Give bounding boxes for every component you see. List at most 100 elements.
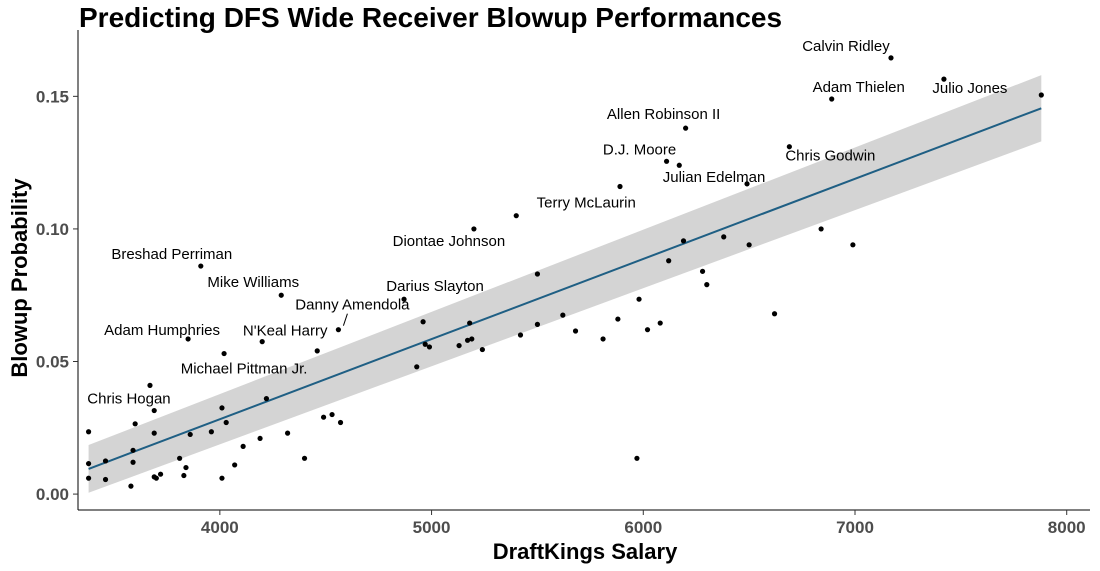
data-point-51	[151, 407, 157, 414]
data-point-32	[644, 327, 651, 333]
data-point-31	[657, 320, 663, 326]
data-point-72	[183, 464, 189, 471]
chart-title: Predicting DFS Wide Receiver Blowup Perf…	[79, 2, 783, 33]
x-tick-label-3: 7000	[836, 518, 874, 537]
data-point-71	[232, 462, 238, 468]
y-tick-label-2: 0.10	[36, 220, 69, 239]
label-leader-line	[342, 313, 348, 326]
confidence-band	[88, 75, 1042, 493]
data-point-45	[314, 348, 320, 354]
confidence-band-layer	[88, 75, 1042, 493]
data-point-38	[469, 336, 475, 342]
data-point-3	[829, 96, 835, 102]
data-point-59	[284, 430, 291, 436]
y-tick-label-1: 0.05	[36, 353, 69, 372]
data-point-52	[329, 411, 335, 418]
data-point-29	[467, 320, 473, 326]
point-label-6: D.J. Moore	[603, 141, 676, 158]
point-label-11: Diontae Johnson	[393, 233, 506, 250]
data-point-1	[888, 55, 894, 61]
point-label-5: Chris Godwin	[785, 148, 875, 165]
data-point-70	[85, 460, 92, 467]
data-point-4	[683, 125, 689, 131]
data-point-39	[464, 337, 471, 343]
data-point-15	[746, 242, 752, 248]
data-point-8	[744, 181, 750, 187]
data-point-5	[786, 144, 792, 150]
data-point-24	[636, 296, 642, 302]
data-point-53	[320, 414, 327, 420]
data-point-2	[941, 76, 947, 82]
point-label-35: Adam Humphries	[104, 322, 220, 339]
data-point-60	[151, 430, 157, 436]
data-point-44	[479, 346, 485, 353]
data-point-14	[721, 234, 727, 240]
data-point-55	[337, 419, 344, 426]
data-point-27	[420, 319, 426, 325]
data-point-37	[600, 336, 606, 342]
data-point-10	[513, 213, 519, 219]
data-point-57	[208, 429, 214, 435]
data-point-49	[263, 396, 270, 402]
data-point-40	[259, 339, 265, 345]
point-label-3: Adam Thielen	[813, 79, 905, 96]
data-point-9	[617, 183, 623, 190]
data-point-13	[850, 242, 856, 248]
point-label-4: Allen Robinson II	[607, 106, 720, 123]
data-point-64	[130, 447, 136, 453]
point-label-8: Julian Edelman	[663, 169, 766, 186]
data-point-47	[414, 364, 420, 370]
data-point-65	[301, 455, 308, 461]
data-point-48	[147, 382, 153, 388]
data-point-34	[572, 328, 579, 334]
data-point-11	[471, 226, 477, 232]
data-point-50	[219, 405, 225, 411]
data-point-79	[102, 476, 109, 483]
data-point-80	[128, 483, 134, 489]
data-point-0	[1038, 92, 1044, 98]
point-label-1: Calvin Ridley	[802, 38, 890, 55]
data-point-19	[534, 271, 541, 277]
point-label-2: Julio Jones	[932, 80, 1007, 97]
y-axis-title: Blowup Probability	[7, 178, 32, 378]
x-tick-label-1: 5000	[413, 518, 451, 537]
data-point-66	[177, 455, 183, 461]
data-point-18	[198, 263, 204, 269]
data-point-23	[401, 296, 407, 302]
fit-line-layer	[88, 107, 1042, 470]
data-point-21	[704, 282, 710, 288]
data-point-58	[85, 429, 92, 435]
data-point-56	[132, 421, 138, 427]
data-point-6	[663, 158, 670, 164]
data-point-68	[102, 458, 109, 464]
data-point-74	[181, 472, 187, 479]
point-label-18: Breshad Perriman	[111, 246, 232, 263]
point-label-10: Terry McLaurin	[537, 195, 636, 212]
point-label-40: N'Keal Harry	[243, 323, 328, 340]
data-point-17	[666, 258, 672, 264]
data-point-36	[517, 332, 524, 338]
data-point-78	[219, 475, 225, 481]
data-point-77	[153, 475, 159, 481]
point-label-23: Darius Slayton	[386, 278, 484, 295]
x-tick-label-0: 4000	[201, 518, 239, 537]
point-label-33: Danny Amendola	[295, 297, 410, 314]
point-label-48: Chris Hogan	[87, 390, 170, 407]
data-points-layer	[85, 55, 1044, 489]
data-point-22	[278, 292, 284, 298]
data-point-67	[634, 455, 640, 461]
data-point-61	[187, 431, 193, 438]
data-point-43	[426, 344, 433, 350]
data-point-69	[130, 459, 136, 465]
data-point-46	[221, 350, 227, 357]
data-point-16	[680, 238, 687, 244]
data-point-73	[157, 471, 164, 477]
data-point-63	[240, 443, 246, 449]
x-tick-label-2: 6000	[624, 518, 662, 537]
data-point-54	[223, 419, 229, 426]
regression-line	[88, 107, 1042, 470]
axes-layer: 4000 5000 6000 7000 8000 0.00 0.05 0.10 0.15	[36, 30, 1090, 537]
y-tick-label-0: 0.00	[36, 485, 69, 504]
data-point-28	[615, 316, 621, 322]
